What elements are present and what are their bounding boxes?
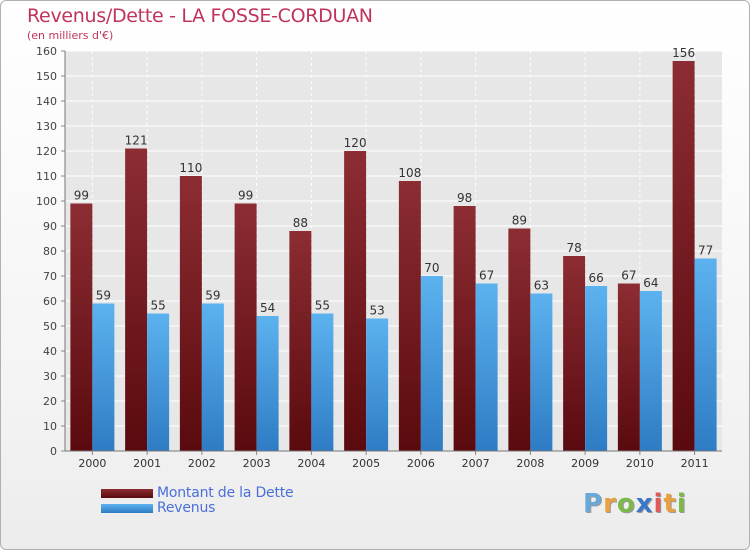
value-label-revenus-2000: 59 [96,289,111,303]
bar-revenus-2011 [694,258,717,451]
bar-revenus-2000 [92,303,115,451]
bar-revenus-2005 [366,318,389,451]
bar-dette-2011 [672,61,695,451]
value-label-revenus-2007: 67 [479,269,494,283]
value-label-dette-2004: 88 [293,216,308,230]
value-label-revenus-2009: 66 [588,271,603,285]
bar-dette-2010 [617,283,640,451]
value-label-revenus-2005: 53 [369,304,384,318]
value-label-dette-2003: 99 [238,189,253,203]
bar-revenus-2010 [639,291,662,451]
chart-subtitle: (en milliers d'€) [27,29,114,42]
bar-revenus-2003 [256,316,279,451]
x-tick-label-2003: 2003 [243,457,271,470]
x-tick-label-2010: 2010 [626,457,654,470]
bar-dette-2001 [125,148,148,451]
logo-letter: i [653,489,664,519]
value-label-dette-2005: 120 [344,136,367,150]
x-tick-label-2007: 2007 [462,457,490,470]
bar-dette-2004 [289,231,312,451]
x-tick-label-2008: 2008 [516,457,544,470]
value-label-revenus-2001: 55 [150,299,165,313]
chart-title: Revenus/Dette - LA FOSSE-CORDUAN [27,5,373,27]
proxiti-logo: Proxiti [583,489,687,519]
bar-revenus-2002 [201,303,224,451]
bar-revenus-2006 [420,276,443,451]
y-tick-label-80: 80 [43,245,57,258]
y-tick-label-20: 20 [43,395,57,408]
value-label-revenus-2011: 77 [698,244,713,258]
bar-dette-2002 [179,176,202,451]
y-tick-label-110: 110 [36,170,57,183]
y-tick-label-120: 120 [36,145,57,158]
value-label-dette-2006: 108 [398,166,421,180]
value-label-revenus-2006: 70 [424,261,439,275]
legend-label-revenus: Revenus [157,500,216,516]
y-tick-label-140: 140 [36,95,57,108]
logo-letter: t [663,489,677,519]
bar-revenus-2008 [530,293,553,451]
x-tick-label-2009: 2009 [571,457,599,470]
x-tick-label-2011: 2011 [681,457,709,470]
legend-swatch-revenus [101,504,153,513]
y-tick-label-0: 0 [50,445,57,458]
bar-revenus-2009 [585,286,608,451]
value-label-dette-2008: 89 [512,214,527,228]
value-label-revenus-2002: 59 [205,289,220,303]
x-tick-label-2002: 2002 [188,457,216,470]
y-tick-label-50: 50 [43,320,57,333]
y-tick-label-40: 40 [43,345,57,358]
bar-dette-2003 [234,203,257,451]
value-label-dette-2000: 99 [74,189,89,203]
x-tick-label-2000: 2000 [78,457,106,470]
y-tick-label-100: 100 [36,195,57,208]
value-label-revenus-2003: 54 [260,301,275,315]
bar-dette-2008 [508,228,531,451]
value-label-revenus-2008: 63 [534,279,549,293]
logo-letter: i [676,489,687,519]
x-tick-label-2006: 2006 [407,457,435,470]
bar-dette-2000 [70,203,93,451]
logo-letter: x [635,489,654,519]
value-label-dette-2007: 98 [457,191,472,205]
logo-letter: r [603,489,617,519]
legend-swatch-dette [101,489,153,498]
y-tick-label-60: 60 [43,295,57,308]
bar-dette-2007 [453,206,476,451]
x-tick-label-2001: 2001 [133,457,161,470]
logo-letter: P [583,489,604,519]
y-tick-label-160: 160 [36,45,57,58]
y-tick-label-150: 150 [36,70,57,83]
bar-dette-2005 [344,151,367,451]
x-tick-label-2005: 2005 [352,457,380,470]
bar-revenus-2007 [475,283,498,451]
logo-letter: o [616,489,636,519]
x-tick-label-2004: 2004 [297,457,325,470]
bar-dette-2006 [398,181,421,451]
value-label-revenus-2004: 55 [315,299,330,313]
y-tick-label-30: 30 [43,370,57,383]
value-label-dette-2002: 110 [179,161,202,175]
y-tick-label-130: 130 [36,120,57,133]
y-tick-label-90: 90 [43,220,57,233]
bar-revenus-2001 [147,313,170,451]
value-label-dette-2011: 156 [672,46,695,60]
value-label-revenus-2010: 64 [643,276,658,290]
value-label-dette-2010: 67 [621,269,636,283]
value-label-dette-2009: 78 [566,241,581,255]
bar-revenus-2004 [311,313,334,451]
legend-label-dette: Montant de la Dette [157,485,294,501]
bar-dette-2009 [563,256,586,451]
value-label-dette-2001: 121 [125,134,148,148]
y-tick-label-10: 10 [43,420,57,433]
y-tick-label-70: 70 [43,270,57,283]
